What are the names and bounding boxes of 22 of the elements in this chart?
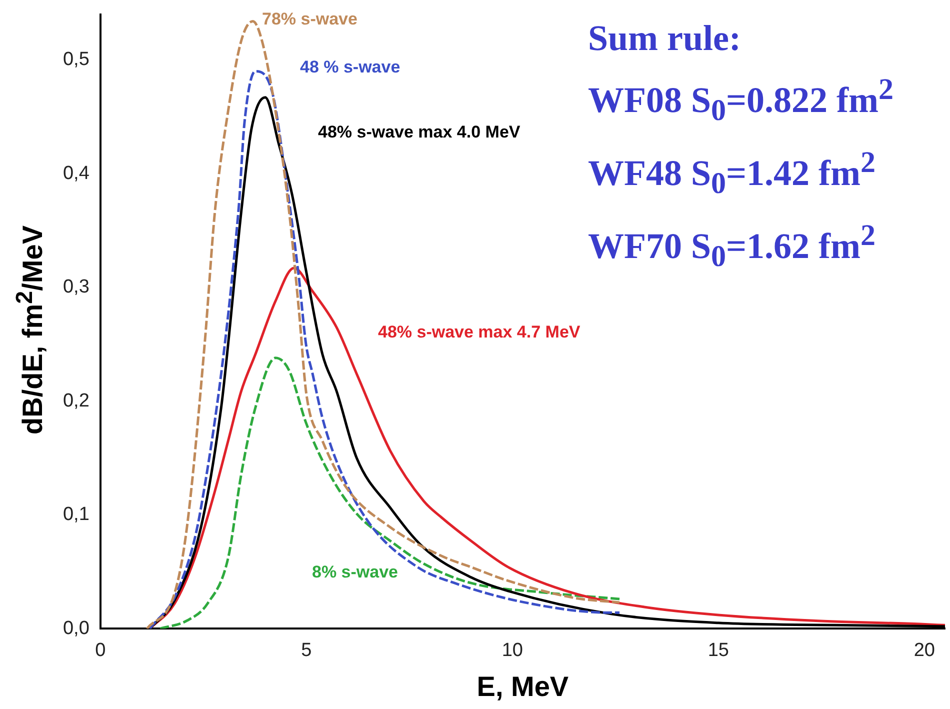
x-tick-label: 5 bbox=[301, 640, 312, 662]
x-tick-label: 0 bbox=[95, 640, 106, 662]
y-tick-label: 0,3 bbox=[62, 276, 90, 298]
annotation: WF48 S$_{0}$=1.42 fm$^{2}$ bbox=[588, 145, 877, 202]
y-tick-label: 0,4 bbox=[62, 162, 90, 184]
y-tick-label: 0,1 bbox=[62, 504, 90, 526]
x-axis-title: E, MeV bbox=[476, 670, 569, 702]
series-label: 78% s-wave bbox=[262, 10, 358, 29]
annotation: WF08 S$_{0}$=0.822 fm$^{2}$ bbox=[588, 72, 894, 130]
y-tick-label: 0,0 bbox=[62, 618, 90, 639]
series-label: 48% s-wave max 4.7 MeV bbox=[378, 322, 581, 342]
series-label: 48 % s-wave bbox=[300, 58, 400, 77]
x-tick-label: 10 bbox=[502, 640, 523, 662]
text: 48% s-wave max 4.0 MeV bbox=[318, 122, 521, 142]
annotation: Sum rule: bbox=[588, 17, 742, 60]
y-tick-label: 0,5 bbox=[62, 49, 90, 70]
annotation: WF70 S$_{0}$=1.62 fm$^{2}$ bbox=[588, 218, 877, 276]
series-label: 8% s-wave bbox=[312, 562, 398, 582]
y-tick-label: 0,2 bbox=[62, 390, 90, 412]
line-series bbox=[158, 356, 621, 629]
x-tick-label: 20 bbox=[914, 640, 935, 662]
x-tick-label: 15 bbox=[708, 640, 729, 662]
